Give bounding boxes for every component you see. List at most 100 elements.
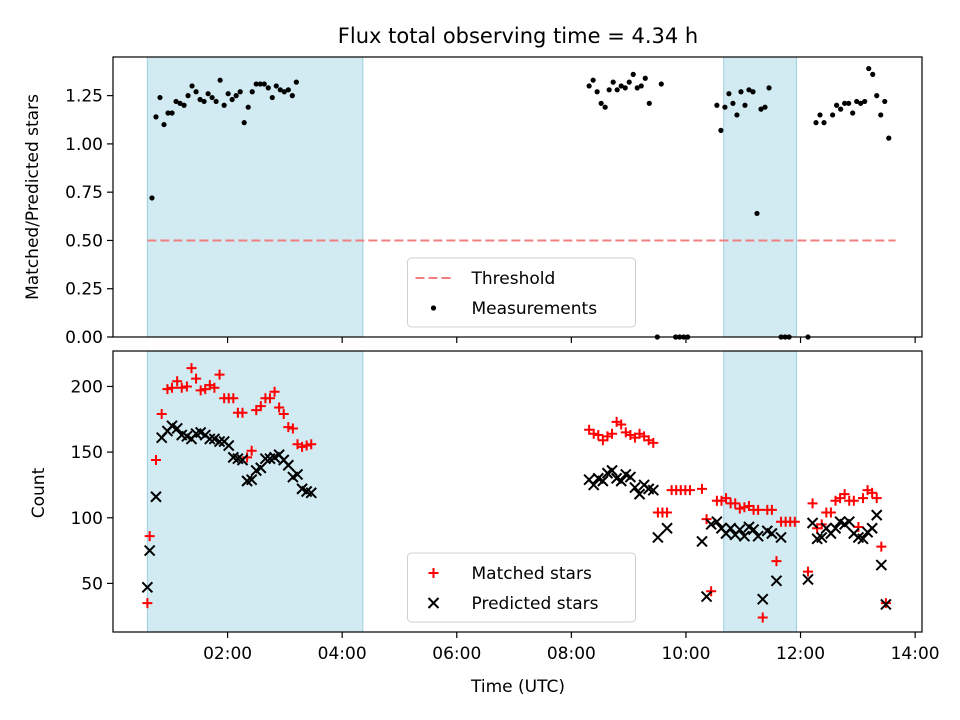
legend-x-swatch xyxy=(427,597,440,609)
ratio-series-1-point xyxy=(229,96,235,103)
legend-entry-label: Predicted stars xyxy=(472,594,599,614)
ratio-series-1-point xyxy=(213,98,219,105)
ratio-series-1-point xyxy=(161,121,167,128)
count-series-1-point xyxy=(195,385,206,396)
ratio-series-1-point xyxy=(758,106,764,112)
ratio-series-1-point xyxy=(874,93,880,99)
ratio-series-1-point xyxy=(594,89,600,95)
x-tick-label: 10:00 xyxy=(661,644,710,664)
ratio-series-1-point xyxy=(846,100,852,106)
count-series-1-point xyxy=(156,409,167,420)
count-series-1-point xyxy=(593,430,604,441)
count-series-1-point xyxy=(696,483,707,494)
chart-title: Flux total observing time = 4.34 h xyxy=(338,24,698,48)
count-legend-box xyxy=(407,552,636,623)
count-series-1-point xyxy=(848,495,859,506)
ratio-y-tick-label: 0.00 xyxy=(65,328,103,348)
count-series-1-point xyxy=(191,373,202,384)
ratio-series-1-point xyxy=(149,195,155,201)
ratio-series-1-point xyxy=(726,91,732,97)
count-series-1-point xyxy=(150,454,161,465)
legend-entry-label: Measurements xyxy=(472,299,598,319)
count-series-2-point xyxy=(880,598,892,611)
ratio-series-1-point xyxy=(177,100,183,106)
count-series-2-point xyxy=(829,522,842,534)
ratio-series-1-point xyxy=(746,87,752,93)
ratio-series-1-point xyxy=(289,93,295,99)
ratio-series-1-point xyxy=(277,87,283,93)
count-series-1-point xyxy=(721,493,732,504)
count-series-2-point xyxy=(291,468,304,481)
count-series-1-point xyxy=(867,487,878,498)
ratio-series-1-point xyxy=(718,127,724,133)
count-series-2-point xyxy=(255,462,267,474)
count-series-2-point xyxy=(802,573,814,586)
count-series-2-point xyxy=(245,473,258,486)
count-series-2-point xyxy=(857,533,869,545)
ratio-series-1-point xyxy=(750,89,756,95)
count-series-1-point xyxy=(274,402,285,413)
ratio-series-1-point xyxy=(714,102,720,108)
count-series-1-point xyxy=(648,437,659,448)
ratio-series-1-point xyxy=(626,79,632,85)
ratio-series-1-point xyxy=(658,81,664,87)
count-series-2-point xyxy=(738,530,751,542)
ratio-series-1-point xyxy=(630,71,636,77)
legend-entry-label: Matched stars xyxy=(472,564,592,584)
ratio-series-1-point xyxy=(866,65,872,72)
count-series-2-point xyxy=(806,517,819,529)
ratio-series-1-point xyxy=(181,102,187,108)
ratio-series-1-point xyxy=(730,100,736,106)
count-series-1-point xyxy=(167,382,178,393)
ratio-series-1-point xyxy=(838,106,844,112)
ratio-series-1-point xyxy=(237,89,243,95)
count-series-1-point xyxy=(588,428,599,439)
ratio-series-1-point xyxy=(850,110,856,116)
ratio-series-1-point xyxy=(209,94,215,101)
ratio-series-1-point xyxy=(878,112,884,118)
count-y-tick-label: 200 xyxy=(71,377,103,397)
ratio-series-1-point xyxy=(265,85,271,91)
ratio-series-1-point xyxy=(201,98,207,105)
count-series-2-point xyxy=(724,522,737,534)
ratio-series-1-point xyxy=(842,100,848,106)
legend-plus-swatch xyxy=(428,568,439,578)
ratio-panel: 0.00 0.25 0.50 0.75 1.00 1.25 Threshold Measure… xyxy=(65,56,923,348)
count-y-tick-label: 50 xyxy=(81,574,103,594)
count-series-2-point xyxy=(705,518,717,531)
count-series-1-point xyxy=(287,423,298,434)
count-series-2-point xyxy=(661,522,673,534)
count-series-2-point xyxy=(282,459,295,471)
count-series-2-point xyxy=(629,481,641,494)
count-series-1-point xyxy=(301,440,312,451)
count-series-2-point xyxy=(871,509,883,521)
count-series-2-point xyxy=(747,523,760,536)
count-series-1-point xyxy=(734,503,745,514)
count-series-1-point xyxy=(871,493,882,504)
count-series-1-point xyxy=(209,382,220,393)
ratio-series-1-point xyxy=(269,94,275,101)
count-series-2-point xyxy=(236,454,249,466)
count-series-1-point xyxy=(771,556,782,567)
ratio-series-1-point xyxy=(169,110,175,116)
count-series-2-point xyxy=(734,523,746,536)
count-series-1-point xyxy=(789,516,800,527)
ratio-series-1-point xyxy=(157,94,163,101)
count-series-2-point xyxy=(141,581,154,594)
ratio-series-1-point xyxy=(646,100,652,106)
ratio-series-1-point xyxy=(634,85,640,91)
ratio-series-1-point xyxy=(862,98,868,105)
ratio-series-1-point xyxy=(189,83,195,89)
ratio-series-1-point xyxy=(813,120,819,126)
count-series-1-point xyxy=(172,376,183,387)
ratio-series-1-point xyxy=(586,83,592,89)
count-series-1-point xyxy=(283,422,294,433)
ratio-series-1-point xyxy=(257,81,263,87)
ratio-legend-box xyxy=(407,257,636,328)
count-series-2-point xyxy=(597,475,609,487)
ratio-series-1-point xyxy=(221,102,227,108)
count-series-2-point xyxy=(652,531,664,544)
count-y-axis-label: Count xyxy=(29,467,49,518)
ratio-series-1-point xyxy=(854,98,860,105)
ratio-y-tick-label: 1.25 xyxy=(65,87,103,107)
